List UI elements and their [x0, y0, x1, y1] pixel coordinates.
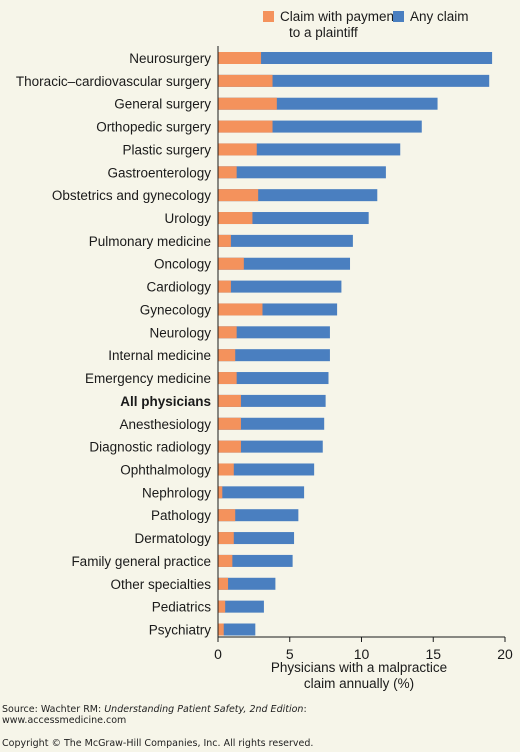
x-tick-label: 5: [286, 646, 294, 662]
legend-swatch-any-claim: [393, 11, 404, 22]
bar-claim-with-payment: [218, 554, 233, 567]
bar-any-claim: [218, 623, 256, 636]
category-label: Neurosurgery: [129, 51, 211, 66]
bar-claim-with-payment: [218, 74, 273, 87]
bar-claim-with-payment: [218, 372, 237, 385]
copyright-notice: Copyright © The McGraw-Hill Companies, I…: [2, 738, 314, 749]
bar-claim-with-payment: [218, 143, 257, 156]
bar-claim-with-payment: [218, 234, 231, 247]
bar-any-claim: [218, 52, 493, 64]
bar-claim-with-payment: [218, 212, 253, 225]
bar-claim-with-payment: [218, 52, 262, 64]
category-label: Orthopedic surgery: [96, 120, 211, 135]
category-label: Ophthalmology: [120, 462, 211, 477]
bar-claim-with-payment: [218, 97, 277, 110]
x-axis-label: claim annually (%): [304, 676, 414, 691]
bar-any-claim: [218, 554, 293, 567]
legend-label-any-claim: Any claim: [410, 9, 469, 24]
bar-claim-with-payment: [218, 166, 237, 179]
legend-label-payment: Claim with payment: [280, 9, 398, 24]
bar-any-claim: [218, 234, 353, 247]
bar-any-claim: [218, 394, 326, 407]
category-label: Pathology: [151, 508, 211, 523]
x-tick-label: 0: [214, 646, 222, 662]
source-suffix: :: [303, 704, 307, 715]
category-label: Nephrology: [142, 485, 211, 500]
bar-claim-with-payment: [218, 486, 223, 499]
bar-claim-with-payment: [218, 440, 241, 453]
category-label: Thoracic–cardiovascular surgery: [16, 74, 211, 89]
bar-any-claim: [218, 600, 264, 613]
bar-any-claim: [218, 532, 295, 545]
bar-claim-with-payment: [218, 394, 241, 407]
category-label: Gynecology: [140, 302, 212, 317]
bar-any-claim: [218, 212, 369, 225]
category-label: Neurology: [149, 325, 211, 340]
bar-any-claim: [218, 486, 305, 499]
bar-claim-with-payment: [218, 303, 263, 316]
bar-claim-with-payment: [218, 600, 226, 613]
bar-any-claim: [218, 417, 325, 430]
category-label: Internal medicine: [108, 348, 211, 363]
bar-claim-with-payment: [218, 120, 273, 133]
source-citation: Source: Wachter RM: Understanding Patien…: [2, 704, 307, 726]
source-url: www.accessmedicine.com: [2, 715, 127, 726]
bar-any-claim: [218, 349, 330, 362]
category-label: Cardiology: [146, 280, 211, 295]
x-tick-label: 20: [497, 646, 513, 662]
category-label: All physicians: [120, 394, 211, 409]
category-label: Anesthesiology: [119, 417, 211, 432]
bar-any-claim: [218, 326, 330, 339]
bar-any-claim: [218, 280, 342, 293]
bar-claim-with-payment: [218, 189, 259, 202]
category-label: General surgery: [114, 97, 211, 112]
bar-claim-with-payment: [218, 417, 241, 430]
bar-claim-with-payment: [218, 577, 229, 590]
bar-any-claim: [218, 372, 329, 385]
bar-claim-with-payment: [218, 280, 231, 293]
category-label: Family general practice: [71, 554, 211, 569]
bar-claim-with-payment: [218, 257, 244, 270]
bar-claim-with-payment: [218, 349, 236, 362]
category-label: Emergency medicine: [85, 371, 211, 386]
bar-claim-with-payment: [218, 509, 236, 522]
bar-claim-with-payment: [218, 623, 224, 636]
category-label: Gastroenterology: [107, 165, 211, 180]
category-label: Obstetrics and gynecology: [52, 188, 211, 203]
x-axis-label: Physicians with a malpractice: [271, 660, 447, 675]
category-label: Dermatology: [134, 531, 211, 546]
category-labels: Neurosurgery Thoracic–cardiovascular surg…: [16, 51, 211, 638]
category-label: Diagnostic radiology: [89, 440, 211, 455]
category-label: Pulmonary medicine: [89, 234, 211, 249]
bar-any-claim: [218, 463, 315, 476]
bar-claim-with-payment: [218, 326, 237, 339]
category-label: Urology: [164, 211, 211, 226]
bars: [218, 52, 493, 636]
bar-any-claim: [218, 143, 401, 156]
x-axis: 0 5 10 15 20 Physicians with a malpracticecla…: [214, 46, 513, 691]
x-tick-label: 15: [425, 646, 441, 662]
bar-any-claim: [218, 257, 351, 270]
source-title: Understanding Patient Safety, 2nd Editio…: [104, 704, 304, 715]
category-label: Oncology: [154, 257, 211, 272]
bar-any-claim: [218, 577, 276, 590]
legend-label-payment: to a plaintiff: [289, 25, 358, 40]
category-label: Other specialties: [110, 577, 211, 592]
bar-claim-with-payment: [218, 463, 234, 476]
category-label: Psychiatry: [149, 623, 212, 638]
category-label: Pediatrics: [152, 600, 212, 615]
bar-any-claim: [218, 74, 490, 87]
x-tick-label: 10: [354, 646, 370, 662]
source-prefix: Source: Wachter RM:: [2, 704, 105, 715]
bar-any-claim: [218, 509, 299, 522]
bar-any-claim: [218, 440, 323, 453]
category-label: Plastic surgery: [122, 142, 211, 157]
bar-any-claim: [218, 166, 386, 179]
bar-claim-with-payment: [218, 532, 234, 545]
legend-swatch-payment: [263, 11, 274, 22]
